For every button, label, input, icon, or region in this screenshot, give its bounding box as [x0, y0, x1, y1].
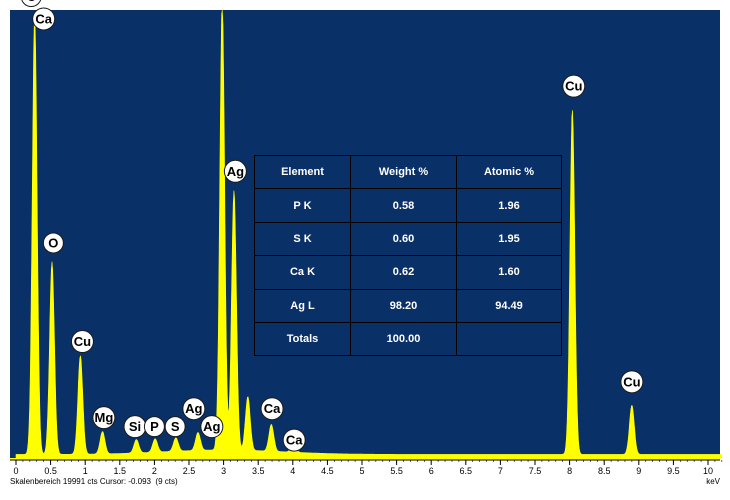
peak-label-text: Cu — [623, 374, 640, 389]
x-tick-label: 4.5 — [321, 466, 334, 476]
x-axis-strip — [10, 458, 720, 460]
x-tick-label: 4 — [290, 466, 295, 476]
x-tick-label: 5.5 — [390, 466, 403, 476]
peak-label-circle — [620, 370, 644, 394]
spectrum-series — [15, 9, 723, 459]
peak-labels: CCaOCuMgSiPSAgAgAgAgCaCaCuCu — [21, 0, 644, 452]
table-row: P K 0.58 1.96 — [254, 188, 562, 223]
x-tick-label: 1 — [83, 466, 88, 476]
peak-label: C — [21, 0, 42, 8]
table-cell: 100.00 — [350, 321, 457, 357]
peak-label: Ag — [200, 415, 224, 439]
table-cell: Ag L — [254, 288, 351, 323]
peak-label: Ca — [282, 428, 306, 452]
peak-label-circle — [143, 416, 165, 438]
peak-label-circle — [182, 397, 206, 421]
x-axis-ticks: 0 0.5 1 1.5 2 2.5 3 3.5 4 4.5 5 5.5 6 6.5 7 7.5 8 8.5 9 9.5… — [13, 460, 723, 476]
x-tick-label: 2 — [152, 466, 157, 476]
peak-label-circle — [223, 159, 247, 183]
peak-label-text: Si — [129, 419, 141, 434]
spectrum-layer — [15, 9, 723, 459]
table-cell: Totals — [254, 321, 351, 357]
table-cell: 94.49 — [456, 288, 562, 323]
peak-label: Si — [123, 415, 147, 439]
table-cell: 0.60 — [350, 221, 457, 257]
peak-label-text: Ca — [286, 433, 303, 448]
peak-label: Ca — [260, 397, 284, 421]
x-tick-label: 9 — [636, 466, 641, 476]
table-cell: 1.96 — [456, 188, 562, 223]
peak-label-text: Mg — [94, 410, 113, 425]
peak-label-circle — [562, 74, 586, 98]
table-cell: 1.60 — [456, 255, 562, 290]
peak-label: Mg — [92, 406, 116, 430]
peak-label: Ag — [223, 159, 247, 183]
peak-label-text: Cu — [565, 79, 582, 94]
quantification-table: Element Weight % Atomic % P K 0.58 1.96 … — [254, 154, 562, 357]
peak-label-text: Ag — [185, 401, 202, 416]
peak-label-text: S — [171, 419, 180, 434]
peak-label-circle — [164, 416, 186, 438]
x-tick-label: 2.5 — [183, 466, 196, 476]
x-tick-label: 9.5 — [667, 466, 680, 476]
table-cell: Ca K — [254, 255, 351, 290]
x-tick-label: 3 — [221, 466, 226, 476]
table-header-cell: Weight % — [350, 154, 457, 190]
table-cell: 1.95 — [456, 221, 562, 257]
table-cell — [456, 321, 562, 357]
x-tick-label: 7 — [498, 466, 503, 476]
x-tick-label: 3.5 — [252, 466, 265, 476]
x-tick-label: 8 — [567, 466, 572, 476]
table-row: Totals 100.00 — [254, 321, 562, 357]
table-cell: S K — [254, 221, 351, 257]
peak-label-text: Ca — [35, 11, 52, 26]
peak-label-text: O — [48, 235, 58, 250]
peak-label-text: Cu — [74, 334, 91, 349]
peak-label-circle — [32, 7, 56, 31]
peak-label: P — [143, 416, 165, 438]
x-tick-label: 8.5 — [598, 466, 611, 476]
peak-label-circle — [92, 406, 116, 430]
table-row: Ag L 98.20 94.49 — [254, 288, 562, 323]
table-cell: 0.58 — [350, 188, 457, 223]
x-tick-label: 6.5 — [460, 466, 473, 476]
status-bar-text: Skalenbereich 19991 cts Cursor: -0.093 (… — [10, 477, 178, 486]
peak-label-text: C — [27, 0, 37, 4]
x-tick-label: 0 — [13, 466, 18, 476]
table-row: Ca K 0.62 1.60 — [254, 255, 562, 290]
x-axis-unit: keV — [706, 477, 720, 486]
peak-label: Cu — [70, 330, 94, 354]
x-tick-label: 10 — [703, 466, 713, 476]
peak-label-circle — [260, 397, 284, 421]
table-cell: 98.20 — [350, 288, 457, 323]
peak-label-text: Ca — [264, 401, 281, 416]
peak-label: Cu — [620, 370, 644, 394]
peak-label-text: Ag — [203, 419, 220, 434]
x-tick-label: 5 — [359, 466, 364, 476]
table-cell: P K — [254, 188, 351, 223]
peak-label: O — [42, 232, 64, 254]
table-cell: 0.62 — [350, 255, 457, 290]
peak-label-circle — [282, 428, 306, 452]
table-header-cell: Atomic % — [456, 154, 562, 190]
peak-label: Ca — [32, 7, 56, 31]
peak-label: S — [164, 416, 186, 438]
peak-label: Cu — [562, 74, 586, 98]
x-tick-label: 1.5 — [114, 466, 127, 476]
peak-label-circle — [200, 415, 224, 439]
x-tick-label: 0.5 — [44, 466, 57, 476]
peak-label-text: Ag — [227, 164, 244, 179]
peak-label-text: P — [150, 419, 159, 434]
table-header-row: Element Weight % Atomic % — [254, 154, 562, 190]
x-tick-label: 6 — [429, 466, 434, 476]
table-header-cell: Element — [254, 154, 351, 190]
peak-label: Ag — [182, 397, 206, 421]
peak-label-circle — [42, 232, 64, 254]
x-tick-label: 7.5 — [529, 466, 542, 476]
peak-label-circle — [21, 0, 42, 8]
table-row: S K 0.60 1.95 — [254, 221, 562, 257]
peak-label-circle — [70, 330, 94, 354]
